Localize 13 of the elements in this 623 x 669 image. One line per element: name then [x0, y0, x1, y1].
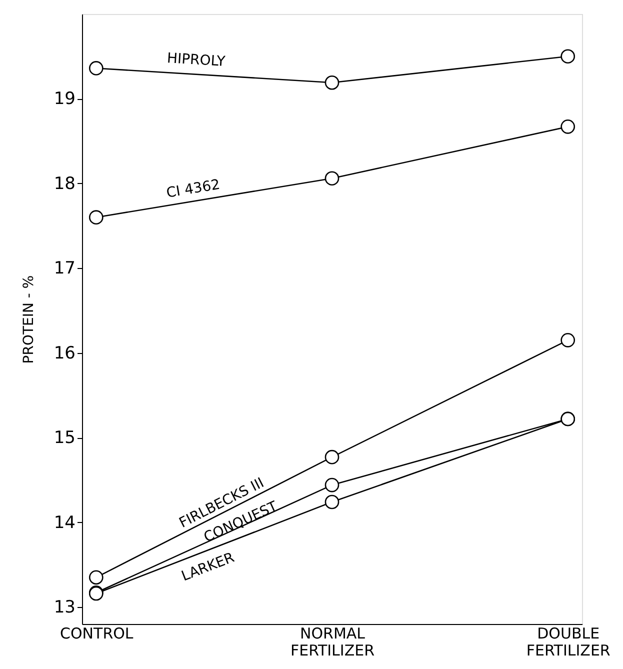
- y-tick-label: 16: [54, 343, 76, 364]
- y-tick-label: 19: [54, 89, 76, 110]
- y-tick-label: 17: [54, 258, 76, 279]
- y-axis-title: PROTEIN - %: [20, 275, 37, 364]
- series-label: HIPROLY: [166, 50, 226, 70]
- x-tick-label: NORMAL FERTILIZER: [290, 624, 374, 660]
- text: CI 4362: [165, 176, 222, 202]
- y-tick-label: 15: [54, 428, 76, 448]
- y-tick-label: 13: [54, 598, 76, 618]
- y-tick-label: 18: [54, 174, 76, 194]
- x-tick-label: CONTROL: [60, 624, 134, 642]
- y-tick-label: 14: [54, 512, 76, 533]
- x-tick-label: DOUBLE FERTILIZER: [526, 624, 610, 660]
